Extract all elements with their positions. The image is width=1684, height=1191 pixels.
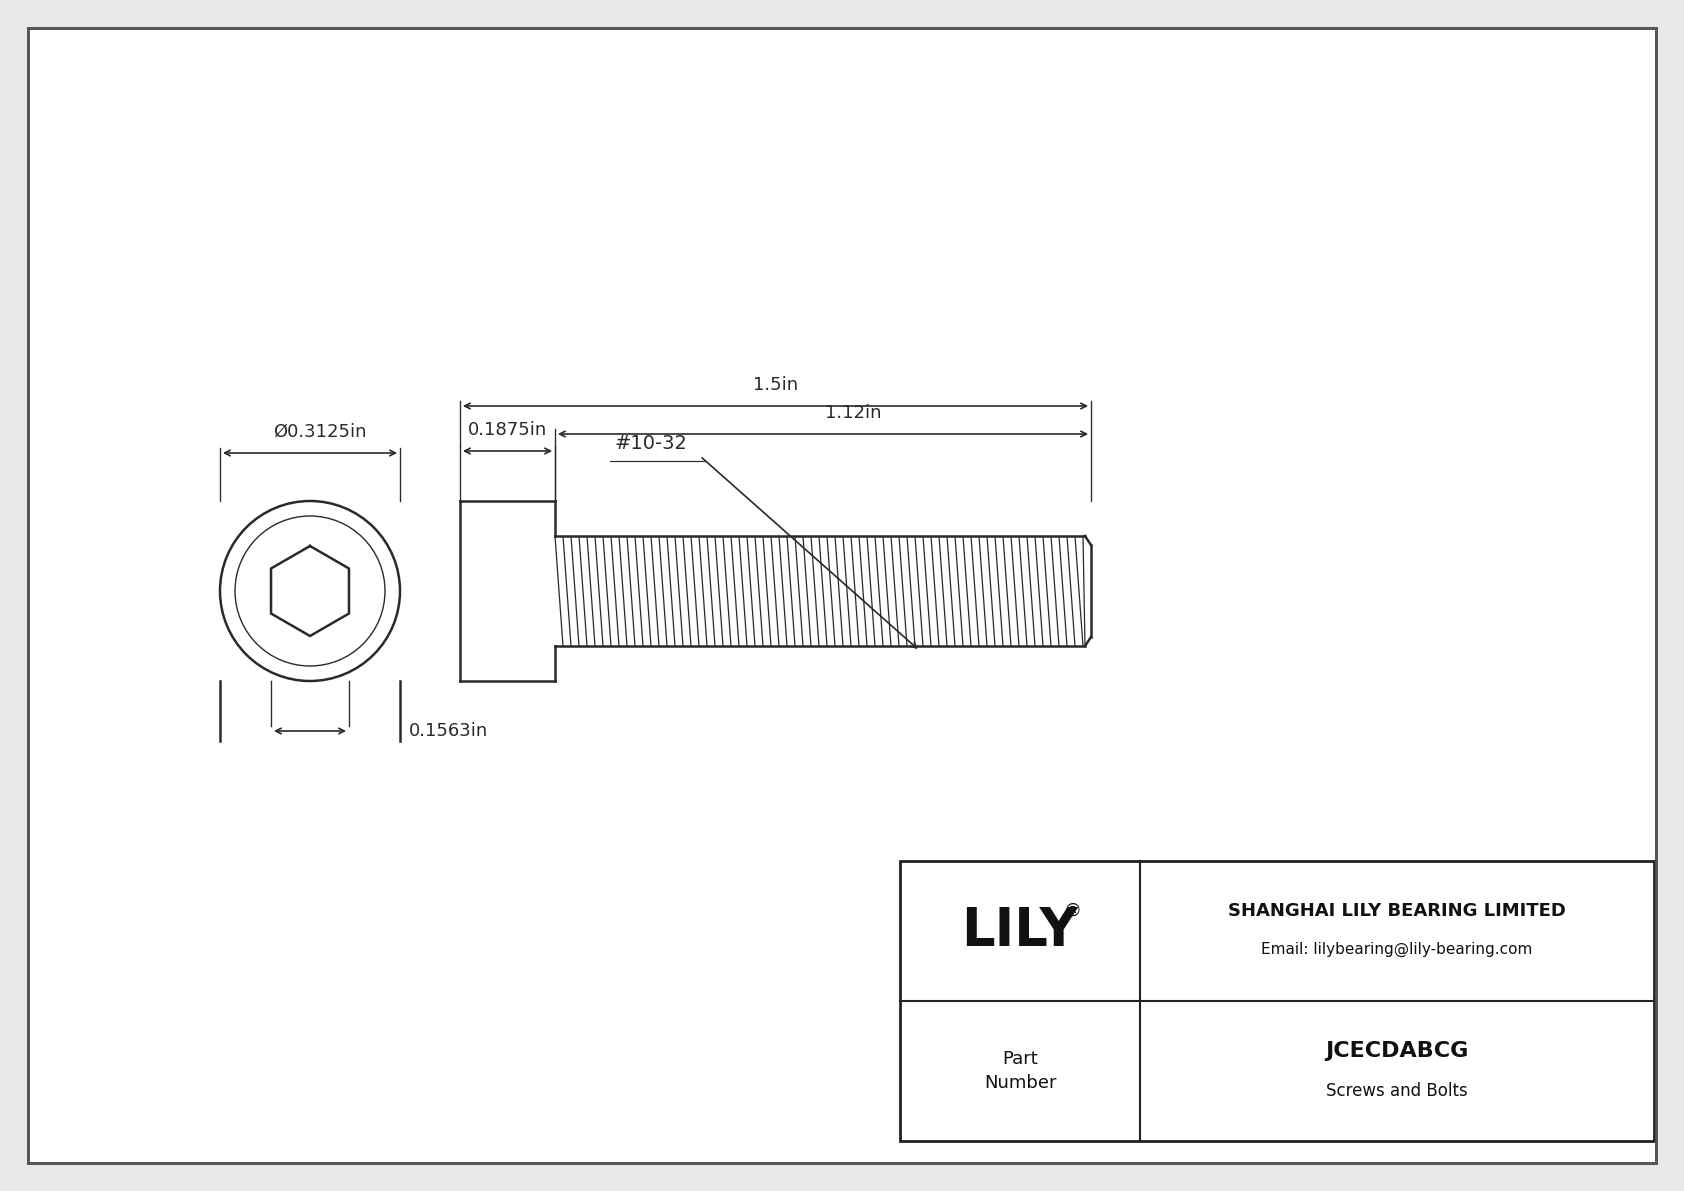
Text: LILY: LILY xyxy=(962,905,1078,958)
Text: SHANGHAI LILY BEARING LIMITED: SHANGHAI LILY BEARING LIMITED xyxy=(1228,902,1566,919)
Ellipse shape xyxy=(1568,1099,1590,1108)
Text: Ø0.3125in: Ø0.3125in xyxy=(273,423,367,441)
Bar xyxy=(899,861,1654,1141)
Text: Screws and Bolts: Screws and Bolts xyxy=(1325,1081,1468,1100)
Text: 1.12in: 1.12in xyxy=(825,404,881,422)
Ellipse shape xyxy=(1154,962,1187,980)
Text: Email: lilybearing@lily-bearing.com: Email: lilybearing@lily-bearing.com xyxy=(1261,941,1532,956)
Polygon shape xyxy=(1194,969,1583,1115)
Text: 1.5in: 1.5in xyxy=(753,376,798,394)
Text: 0.1875in: 0.1875in xyxy=(468,420,547,439)
Text: JCECDABCG: JCECDABCG xyxy=(1325,1041,1468,1061)
Text: 0.1563in: 0.1563in xyxy=(409,722,488,740)
Text: ®: ® xyxy=(1063,902,1081,919)
Text: #10-32: #10-32 xyxy=(615,434,687,453)
Text: Part
Number: Part Number xyxy=(983,1049,1056,1092)
Polygon shape xyxy=(1164,954,1202,997)
